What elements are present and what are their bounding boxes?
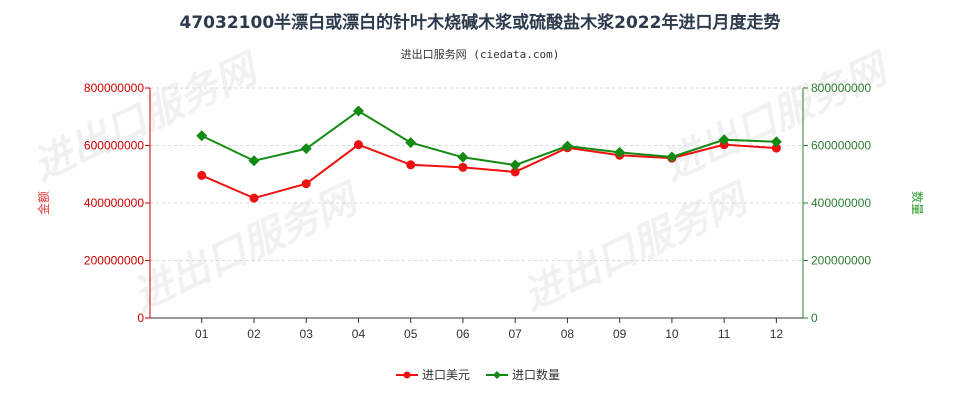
watermark-text: 进出口服务网 [516, 174, 758, 320]
series-2-point [561, 140, 573, 152]
left-axis-title: 金额 [36, 191, 51, 215]
x-tick-label: 02 [247, 327, 261, 341]
series-1-point [301, 179, 311, 189]
grid-lines [150, 87, 803, 261]
series-2-point [509, 159, 521, 171]
chart-subtitle: 进出口服务网 (ciedata.com) [400, 48, 560, 61]
series-1-point [197, 170, 207, 180]
series-2-point [770, 136, 782, 148]
series-1-point [249, 193, 259, 203]
series-2-point [614, 146, 626, 158]
x-tick-label: 11 [718, 327, 731, 341]
series-2-point [718, 134, 730, 146]
series-2-point [405, 137, 417, 149]
series-1-point [771, 143, 781, 153]
legend-marker-2 [493, 371, 501, 379]
x-tick-label: 10 [665, 327, 679, 341]
series-1-point [406, 160, 416, 170]
x-tick-label: 09 [613, 327, 627, 341]
legend: 进口美元 进口数量 [396, 367, 560, 382]
left-tick-label: 0 [137, 311, 144, 325]
right-tick-label: 200000000 [811, 254, 871, 268]
x-tick-label: 01 [195, 327, 209, 341]
chart-title: 47032100半漂白或漂白的针叶木烧碱木浆或硫酸盐木浆2022年进口月度走势 [179, 13, 781, 33]
series-line-1 [201, 143, 777, 200]
right-tick-label: 600000000 [811, 139, 871, 153]
right-tick-label: 0 [811, 311, 818, 325]
legend-label-2: 进口数量 [512, 367, 560, 382]
x-tick-label: 04 [352, 327, 366, 341]
series-layer [196, 105, 782, 203]
watermark-text: 进出口服务网 [26, 44, 268, 190]
series-line-2 [201, 109, 777, 167]
legend-label-1: 进口美元 [422, 368, 470, 382]
series-2-point [248, 155, 260, 167]
x-tick-label: 05 [404, 327, 418, 341]
left-tick-label: 200000000 [84, 254, 144, 268]
series-2-point [196, 130, 208, 142]
left-tick-label: 400000000 [84, 196, 144, 210]
left-tick-label: 800000000 [84, 81, 144, 95]
series-2-point [300, 143, 312, 155]
series-2-point [352, 105, 364, 117]
tick-labels: 0200000000400000000600000000800000000020… [84, 81, 871, 341]
x-tick-label: 12 [770, 327, 784, 341]
series-1-point [458, 162, 468, 172]
series-2-point [666, 151, 678, 163]
series-1-point [353, 140, 363, 150]
x-tick-label: 06 [456, 327, 470, 341]
left-tick-label: 600000000 [84, 139, 144, 153]
right-tick-label: 800000000 [811, 81, 871, 95]
x-tick-label: 03 [300, 327, 314, 341]
x-tick-label: 08 [561, 327, 575, 341]
right-axis-title: 数量 [910, 191, 925, 215]
series-2-point [457, 151, 469, 163]
legend-marker-1 [403, 371, 411, 379]
watermark-text: 进出口服务网 [656, 44, 898, 190]
right-tick-label: 400000000 [811, 196, 871, 210]
x-tick-label: 07 [509, 327, 523, 341]
series-1-point [510, 167, 520, 177]
